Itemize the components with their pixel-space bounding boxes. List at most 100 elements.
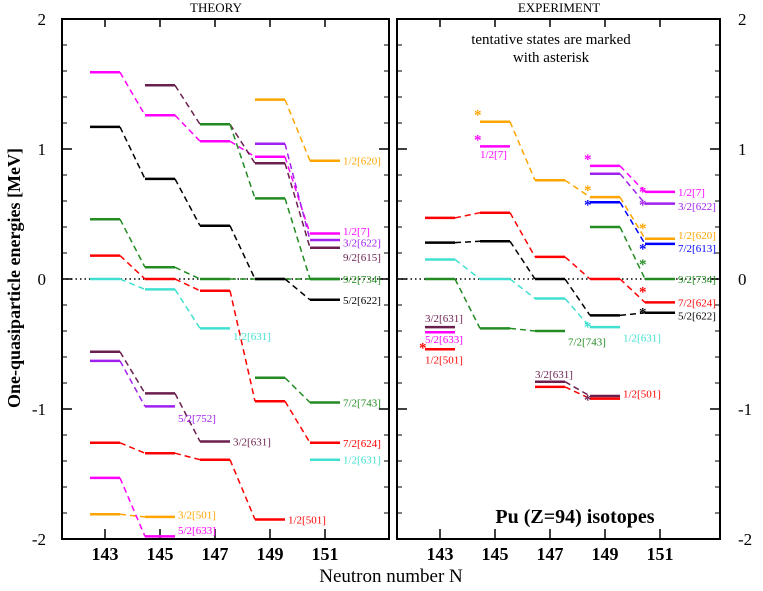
theory-state-label: 7/2[624] — [343, 438, 381, 450]
experiment-connector — [619, 312, 646, 317]
experiment-connector — [509, 278, 536, 300]
x-tick-label-experiment: 147 — [537, 544, 564, 564]
y-axis-label: One-quasiparticle energies [MeV] — [4, 148, 24, 408]
theory-connector — [284, 156, 311, 234]
experiment-connector — [454, 258, 481, 280]
x-tick-label-theory: 149 — [257, 544, 284, 564]
x-tick-label-theory: 147 — [202, 544, 229, 564]
x-tick-label-theory: 151 — [312, 544, 339, 564]
theory-connector — [119, 218, 146, 268]
y-tick-label-right: -1 — [738, 400, 752, 419]
theory-connector — [174, 393, 201, 442]
theory-connector — [284, 198, 311, 280]
y-tick-label-left: 1 — [38, 140, 47, 159]
y-tick-label-right: 1 — [738, 140, 747, 159]
experiment-panel-title: EXPERIMENT — [518, 0, 600, 15]
theory-state-label: 5/2[633] — [178, 525, 216, 537]
theory-state-label: 1/2[620] — [343, 156, 381, 168]
theory-state-label: 1/2[631] — [233, 331, 271, 343]
theory-connector — [284, 163, 311, 249]
theory-state-label: 5/2[752] — [178, 413, 216, 425]
theory-connector — [284, 377, 311, 404]
experiment-state-label: 3/2[631] — [425, 313, 463, 325]
experiment-connector — [619, 201, 646, 245]
theory-state-label: 1/2[501] — [288, 515, 326, 527]
theory-connector — [174, 266, 201, 280]
tentative-asterisk: * — [639, 305, 647, 321]
tentative-asterisk: * — [639, 242, 647, 258]
experiment-state-label: 5/2[633] — [425, 334, 463, 346]
experiment-connector — [564, 298, 591, 328]
theory-connector — [229, 124, 256, 199]
theory-connector — [119, 442, 146, 454]
y-tick-label-right: 0 — [738, 270, 747, 289]
theory-state-label: 3/2[631] — [233, 437, 271, 449]
tentative-asterisk: * — [584, 392, 592, 408]
experiment-connector — [564, 381, 591, 397]
x-tick-label-experiment: 143 — [427, 544, 454, 564]
theory-connector — [284, 99, 311, 161]
theory-connector — [229, 459, 256, 520]
x-tick-label-experiment: 149 — [592, 544, 619, 564]
isotope-title: Pu (Z=94) isotopes — [495, 506, 654, 528]
theory-state-label: 1/2[7] — [343, 226, 370, 238]
experiment-state-label: 7/2[613] — [678, 243, 716, 255]
theory-connector — [174, 114, 201, 142]
experiment-connector — [509, 327, 536, 332]
theory-connector — [174, 288, 201, 329]
experiment-state-label: 5/2[622] — [678, 310, 716, 322]
theory-panel-title: THEORY — [190, 0, 243, 15]
tentative-asterisk: * — [584, 152, 592, 168]
experiment-state-label: 1/2[620] — [678, 230, 716, 242]
tentative-asterisk: * — [639, 221, 647, 237]
experiment-connector — [564, 386, 591, 400]
theory-connector — [119, 255, 146, 280]
experiment-state-label: 1/2[631] — [623, 333, 661, 345]
experiment-connector — [564, 278, 591, 316]
experiment-connector — [619, 165, 646, 193]
theory-connector — [174, 452, 201, 461]
experiment-connector — [509, 212, 536, 258]
y-tick-label-left: -1 — [32, 400, 46, 419]
experiment-state-label: 9/2[734] — [678, 274, 716, 286]
tentative-asterisk: * — [474, 108, 482, 124]
y-tick-label-right: 2 — [738, 10, 747, 29]
tentative-note-line1: tentative states are marked — [471, 32, 631, 48]
tentative-asterisk: * — [419, 340, 427, 356]
theory-connector — [284, 400, 311, 444]
tentative-asterisk: * — [584, 183, 592, 199]
experiment-connector — [564, 256, 591, 280]
theory-connector — [119, 360, 146, 407]
theory-connector — [174, 84, 201, 125]
theory-state-label: 5/2[622] — [343, 295, 381, 307]
experiment-state-label: 1/2[501] — [425, 355, 463, 367]
tentative-asterisk: * — [584, 320, 592, 336]
tentative-asterisk: * — [639, 197, 647, 213]
theory-connector — [174, 278, 201, 292]
theory-connector — [119, 126, 146, 180]
tentative-asterisk: * — [639, 184, 647, 200]
theory-connector — [119, 351, 146, 394]
experiment-state-label: 1/2[501] — [623, 388, 661, 400]
experiment-state-label: 7/2[624] — [678, 297, 716, 309]
x-tick-label-theory: 145 — [147, 544, 174, 564]
experiment-state-label: 3/2[622] — [678, 201, 716, 213]
theory-state-label: 1/2[631] — [343, 455, 381, 467]
tentative-asterisk: * — [584, 197, 592, 213]
experiment-connector — [454, 240, 481, 244]
y-tick-label-left: -2 — [32, 530, 46, 549]
experiment-connector — [564, 179, 591, 198]
theory-connector — [229, 140, 256, 158]
x-tick-label-theory: 143 — [92, 544, 119, 564]
experiment-connector — [619, 196, 646, 240]
experiment-connector — [619, 278, 646, 303]
theory-state-label: 7/2[743] — [343, 398, 381, 410]
tentative-note-line2: with asterisk — [513, 50, 590, 66]
theory-connector — [229, 123, 256, 164]
theory-connector — [229, 225, 256, 280]
x-tick-label-experiment: 151 — [647, 544, 674, 564]
theory-connector — [119, 513, 146, 518]
x-axis-label: Neutron number N — [319, 566, 463, 587]
x-tick-label-experiment: 145 — [482, 544, 509, 564]
